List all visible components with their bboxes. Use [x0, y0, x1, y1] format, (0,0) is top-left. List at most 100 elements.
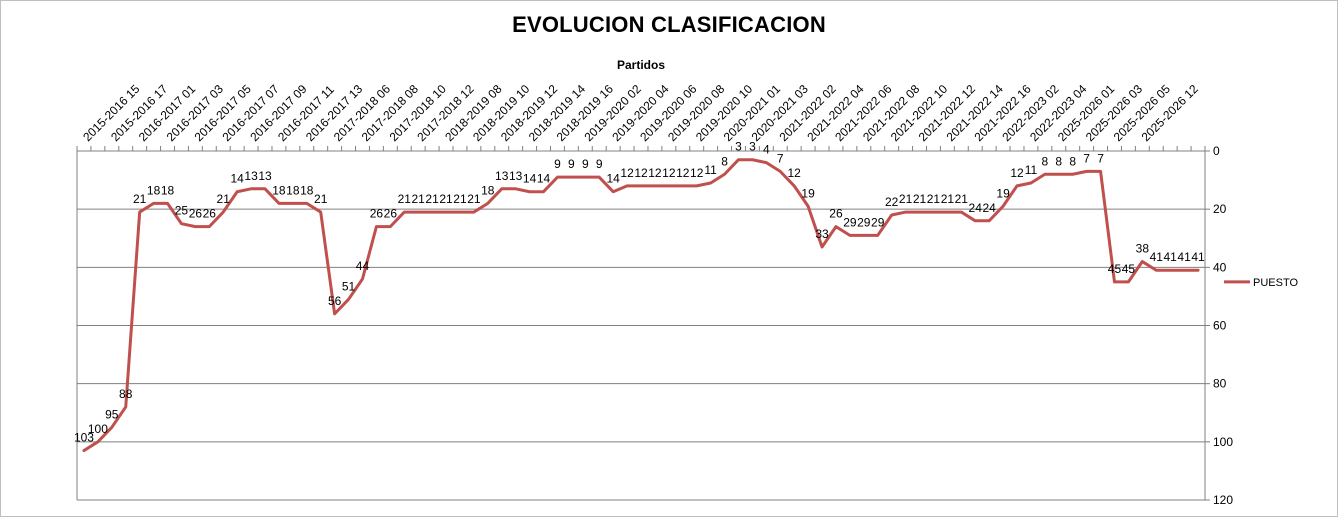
data-label: 9 [596, 157, 603, 171]
data-label: 8 [721, 154, 728, 168]
legend: PUESTO [1224, 277, 1298, 289]
data-label: 22 [885, 195, 899, 209]
series-lines [82, 158, 1200, 453]
data-label: 45 [1108, 262, 1122, 276]
data-label: 12 [788, 166, 802, 180]
data-label: 24 [969, 201, 983, 215]
data-label: 45 [1122, 262, 1136, 276]
data-label: 4 [763, 143, 770, 157]
data-label: 13 [509, 169, 523, 183]
data-label: 3 [735, 140, 742, 154]
data-label: 21 [899, 192, 913, 206]
data-label: 14 [537, 172, 551, 186]
data-label: 56 [328, 294, 342, 308]
data-label: 26 [370, 207, 384, 221]
gridlines [77, 150, 1205, 501]
data-label: 21 [941, 192, 955, 206]
data-label: 21 [927, 192, 941, 206]
data-label: 21 [412, 192, 426, 206]
y-tick-labels: 0 20 40 60 80 100 120 [1213, 144, 1233, 507]
data-label: 3 [749, 140, 756, 154]
data-label: 18 [147, 183, 161, 197]
data-label: 18 [481, 183, 495, 197]
y-tick-label: 40 [1213, 260, 1227, 274]
data-label: 7 [1097, 151, 1104, 165]
data-label: 12 [690, 166, 704, 180]
data-label: 14 [606, 172, 620, 186]
data-label: 14 [230, 172, 244, 186]
data-label: 18 [286, 183, 300, 197]
chart-title: EVOLUCION CLASIFICACION [512, 12, 826, 37]
y-tick-label: 120 [1213, 493, 1233, 507]
data-label: 9 [582, 157, 589, 171]
data-label: 33 [815, 227, 829, 241]
data-label: 26 [829, 207, 843, 221]
data-label: 12 [648, 166, 662, 180]
data-label: 21 [955, 192, 969, 206]
data-label: 21 [398, 192, 412, 206]
y-tick-label: 60 [1213, 319, 1227, 333]
data-label: 44 [356, 259, 370, 273]
data-label: 24 [982, 201, 996, 215]
data-label: 41 [1164, 250, 1178, 264]
data-label: 21 [425, 192, 439, 206]
data-label: 21 [439, 192, 453, 206]
data-label: 9 [568, 157, 575, 171]
data-label: 8 [1069, 154, 1076, 168]
data-label: 8 [1055, 154, 1062, 168]
y-tick-label: 100 [1213, 435, 1233, 449]
data-label: 21 [314, 192, 328, 206]
data-label: 8 [1042, 154, 1049, 168]
data-label: 21 [453, 192, 467, 206]
data-label: 21 [133, 192, 147, 206]
data-label: 11 [1025, 163, 1038, 177]
data-label: 12 [634, 166, 648, 180]
data-label: 21 [467, 192, 481, 206]
data-label: 29 [843, 215, 857, 229]
data-label: 13 [495, 169, 509, 183]
data-label: 21 [913, 192, 927, 206]
data-label: 26 [189, 207, 203, 221]
data-label: 88 [119, 387, 133, 401]
data-label: 18 [161, 183, 175, 197]
data-label: 26 [203, 207, 217, 221]
legend-label: PUESTO [1253, 277, 1298, 289]
data-label: 7 [777, 151, 784, 165]
data-label: 18 [300, 183, 314, 197]
data-label: 51 [342, 279, 356, 293]
data-label: 21 [217, 192, 231, 206]
data-label: 95 [105, 407, 119, 421]
data-label: 18 [272, 183, 286, 197]
data-label: 19 [996, 186, 1010, 200]
data-label: 38 [1136, 242, 1150, 256]
data-label: 12 [676, 166, 690, 180]
axes [76, 146, 1210, 501]
data-label: 11 [704, 163, 717, 177]
data-label: 103 [74, 431, 94, 445]
data-label: 41 [1191, 250, 1205, 264]
data-label: 14 [523, 172, 537, 186]
data-label: 12 [662, 166, 676, 180]
data-label: 41 [1150, 250, 1164, 264]
x-axis-title: Partidos [616, 58, 665, 72]
y-tick-label: 0 [1213, 144, 1220, 158]
data-label: 26 [384, 207, 398, 221]
data-label: 29 [871, 215, 885, 229]
series-line-puesto [82, 158, 1200, 453]
data-label: 25 [175, 204, 189, 218]
data-label: 100 [88, 422, 108, 436]
data-label: 12 [620, 166, 634, 180]
data-label: 19 [801, 186, 815, 200]
y-tick-label: 80 [1213, 377, 1227, 391]
data-label: 7 [1083, 151, 1090, 165]
data-label: 13 [258, 169, 272, 183]
data-label: 29 [857, 215, 871, 229]
data-label: 12 [1010, 166, 1024, 180]
data-label: 41 [1177, 250, 1191, 264]
y-tick-label: 20 [1213, 202, 1227, 216]
data-label: 9 [554, 157, 561, 171]
